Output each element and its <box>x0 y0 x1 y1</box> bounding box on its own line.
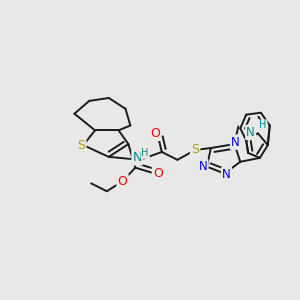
Text: H: H <box>141 148 149 158</box>
Text: N: N <box>246 126 255 139</box>
Text: O: O <box>118 175 128 188</box>
Text: H: H <box>259 121 267 130</box>
Text: S: S <box>77 139 85 152</box>
Text: O: O <box>150 127 160 140</box>
Text: N: N <box>133 152 142 164</box>
Text: N: N <box>222 168 231 181</box>
Text: N: N <box>231 136 240 148</box>
Text: O: O <box>153 167 163 180</box>
Text: N: N <box>199 160 207 173</box>
Text: S: S <box>191 143 199 157</box>
